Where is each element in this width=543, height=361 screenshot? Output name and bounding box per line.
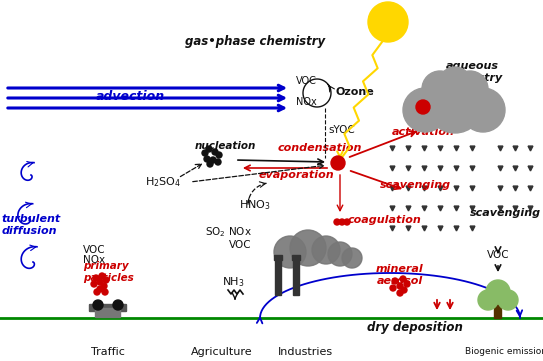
Circle shape: [397, 290, 403, 296]
Circle shape: [102, 289, 108, 295]
Circle shape: [342, 248, 362, 268]
Text: NH$_3$: NH$_3$: [222, 275, 244, 289]
Circle shape: [344, 219, 350, 225]
Circle shape: [339, 219, 345, 225]
Text: Industries: Industries: [277, 347, 332, 357]
Text: NOx: NOx: [83, 255, 105, 265]
Text: Biogenic emissions: Biogenic emissions: [465, 348, 543, 357]
Circle shape: [404, 281, 410, 287]
Text: turbulent
diffusion: turbulent diffusion: [2, 214, 61, 236]
Circle shape: [202, 150, 208, 156]
Text: scavenging: scavenging: [470, 208, 541, 218]
Text: VOC: VOC: [296, 76, 317, 86]
Circle shape: [328, 242, 352, 266]
Bar: [292, 255, 300, 260]
Circle shape: [461, 88, 505, 132]
Circle shape: [94, 289, 100, 295]
Circle shape: [103, 277, 109, 283]
Circle shape: [452, 71, 488, 107]
Circle shape: [212, 149, 218, 155]
Circle shape: [403, 88, 447, 132]
Circle shape: [99, 273, 105, 279]
Circle shape: [390, 285, 396, 291]
Text: dry deposition: dry deposition: [367, 322, 463, 335]
Circle shape: [334, 219, 340, 225]
Text: gas•phase chemistry: gas•phase chemistry: [185, 35, 325, 48]
Text: Ozone: Ozone: [335, 87, 374, 97]
Circle shape: [498, 290, 518, 310]
FancyBboxPatch shape: [90, 304, 127, 312]
Circle shape: [206, 146, 212, 152]
Text: advection: advection: [96, 91, 165, 104]
Circle shape: [439, 67, 471, 99]
Text: Agriculture: Agriculture: [191, 347, 253, 357]
Circle shape: [290, 230, 326, 266]
Bar: [293, 257, 299, 295]
Text: SO$_2$ NOx: SO$_2$ NOx: [205, 225, 252, 239]
Circle shape: [204, 156, 210, 162]
Circle shape: [312, 236, 340, 264]
Circle shape: [93, 275, 99, 281]
Circle shape: [207, 161, 213, 167]
Text: HNO$_3$: HNO$_3$: [239, 198, 271, 212]
Circle shape: [478, 290, 498, 310]
Circle shape: [331, 156, 345, 170]
Bar: [494, 302, 501, 318]
Circle shape: [397, 283, 403, 289]
Circle shape: [368, 2, 408, 42]
Text: VOC: VOC: [487, 250, 509, 260]
Circle shape: [486, 280, 510, 304]
Text: mineral
aerosol: mineral aerosol: [376, 264, 424, 286]
Text: primary
particles: primary particles: [83, 261, 134, 283]
Text: nucleation: nucleation: [194, 141, 256, 151]
Circle shape: [401, 287, 407, 293]
Circle shape: [113, 300, 123, 310]
Text: VOC: VOC: [83, 245, 106, 255]
Circle shape: [93, 300, 103, 310]
Text: condensation: condensation: [278, 143, 362, 153]
Bar: [274, 255, 282, 260]
Circle shape: [400, 276, 406, 282]
Circle shape: [97, 286, 103, 292]
Circle shape: [392, 278, 398, 284]
Circle shape: [97, 279, 103, 285]
Circle shape: [422, 71, 458, 107]
FancyBboxPatch shape: [96, 309, 121, 318]
Circle shape: [274, 236, 306, 268]
Bar: [275, 257, 281, 295]
Text: evaporation: evaporation: [258, 170, 334, 180]
Text: activation: activation: [392, 127, 455, 137]
Text: scavenging: scavenging: [380, 180, 451, 190]
Text: VOC: VOC: [229, 240, 252, 250]
Text: aqueous
chemistry: aqueous chemistry: [441, 61, 503, 83]
Circle shape: [416, 100, 430, 114]
Circle shape: [215, 159, 221, 165]
Circle shape: [210, 157, 216, 163]
Circle shape: [216, 152, 222, 158]
Text: sYOC: sYOC: [328, 125, 355, 135]
Circle shape: [101, 283, 107, 289]
Text: H$_2$SO$_4$: H$_2$SO$_4$: [145, 175, 181, 189]
Text: Traffic: Traffic: [91, 347, 125, 357]
Circle shape: [427, 77, 483, 133]
Text: NOx: NOx: [296, 97, 317, 107]
Circle shape: [91, 281, 97, 287]
Text: coagulation: coagulation: [348, 215, 422, 225]
